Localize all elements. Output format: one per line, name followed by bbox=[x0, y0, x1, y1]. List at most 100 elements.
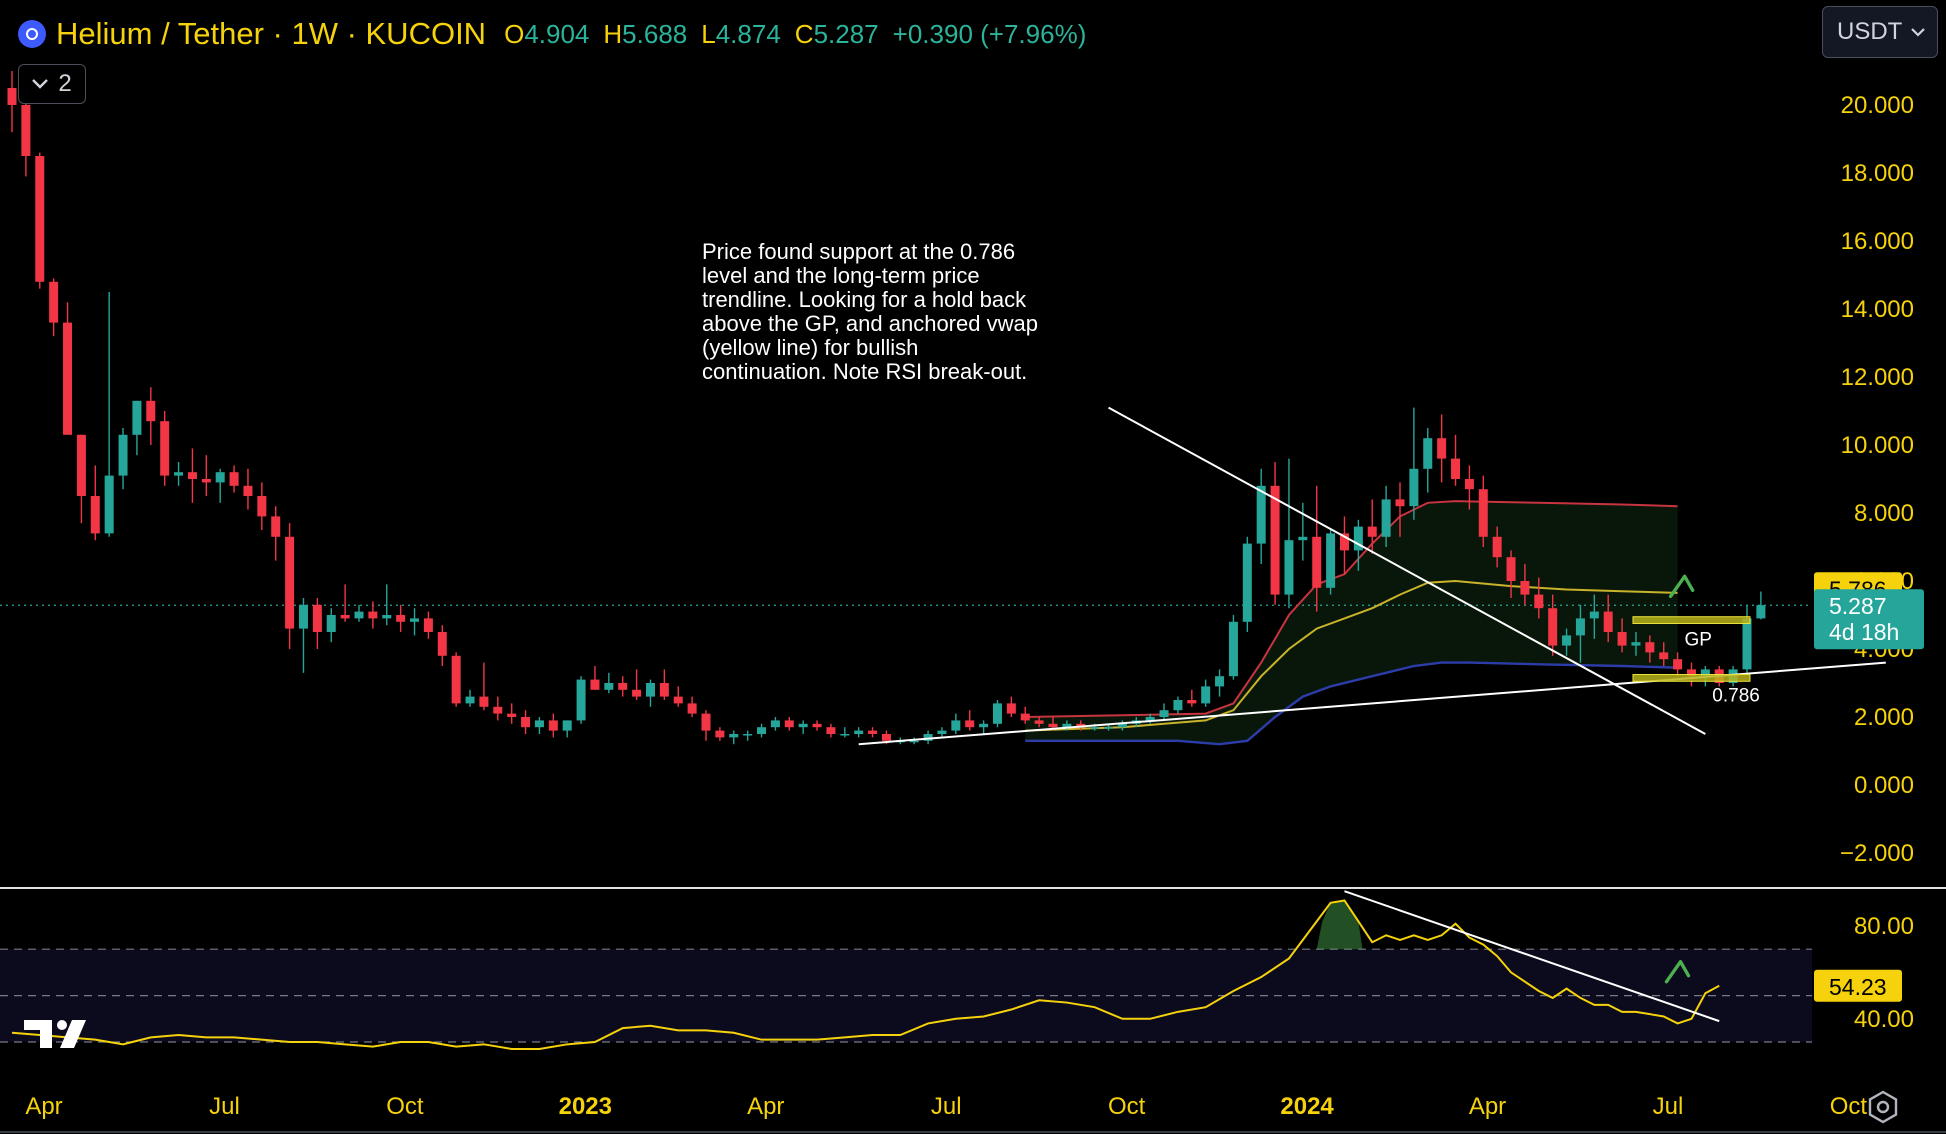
trendline bbox=[1108, 406, 1706, 735]
candle bbox=[1673, 659, 1683, 670]
candle bbox=[1173, 700, 1183, 711]
candle bbox=[618, 683, 628, 690]
candle bbox=[534, 720, 544, 728]
candle bbox=[326, 615, 336, 632]
candle bbox=[35, 156, 45, 282]
lower-band-line bbox=[1025, 661, 1678, 746]
settings-icon[interactable] bbox=[1866, 1090, 1900, 1124]
candle bbox=[1062, 723, 1072, 728]
candle bbox=[1631, 642, 1641, 646]
candle bbox=[992, 703, 1002, 724]
candle bbox=[1117, 723, 1127, 728]
symbol-title[interactable]: Helium / Tether · 1W · KUCOIN bbox=[56, 16, 487, 51]
candle bbox=[396, 615, 406, 622]
price-axis-label: 18.000 bbox=[1841, 160, 1914, 187]
candle bbox=[937, 730, 947, 734]
chevron-down-icon bbox=[32, 79, 49, 89]
candle bbox=[1395, 499, 1405, 507]
candle bbox=[1381, 499, 1391, 537]
candle bbox=[1437, 438, 1447, 459]
candle bbox=[63, 322, 73, 435]
logo-part bbox=[24, 1020, 52, 1048]
low-value: L4.874 bbox=[701, 18, 781, 49]
candle bbox=[687, 703, 697, 714]
candle bbox=[1548, 608, 1558, 646]
candle bbox=[1298, 536, 1308, 541]
time-axis-label: Apr bbox=[1469, 1093, 1506, 1120]
candle bbox=[1312, 536, 1322, 588]
candle bbox=[368, 611, 378, 619]
candle bbox=[757, 727, 767, 734]
candle bbox=[340, 615, 350, 619]
rsi-value-tag bbox=[1814, 969, 1902, 1002]
candle bbox=[1686, 669, 1696, 677]
candle bbox=[187, 472, 197, 479]
chart-header: Helium / Tether · 1W · KUCOIN O4.904 H5.… bbox=[18, 14, 1086, 54]
price-axis-label: 10.000 bbox=[1841, 432, 1914, 459]
candle bbox=[521, 717, 531, 728]
current-price-tag bbox=[1814, 589, 1924, 650]
candle bbox=[354, 611, 364, 619]
candle bbox=[1603, 611, 1613, 632]
candle bbox=[1284, 540, 1294, 595]
current-price-tag-text: 4d 18h bbox=[1829, 619, 1899, 645]
time-axis-label: Oct bbox=[386, 1093, 424, 1120]
candle bbox=[215, 472, 225, 483]
candle bbox=[701, 713, 711, 731]
candle bbox=[174, 472, 184, 476]
close-value: C5.287 bbox=[794, 18, 879, 49]
candle bbox=[1034, 720, 1044, 724]
current-price-tag-text: 5.287 bbox=[1829, 593, 1887, 619]
candle bbox=[1756, 605, 1766, 619]
candle bbox=[21, 105, 31, 156]
currency-select[interactable]: USDT bbox=[1822, 6, 1938, 58]
candle bbox=[1575, 618, 1585, 636]
candle bbox=[1492, 536, 1502, 558]
candle bbox=[979, 723, 989, 728]
candle bbox=[437, 632, 447, 656]
indicators-toggle-button[interactable]: 2 bbox=[18, 64, 86, 104]
rsi-trendline bbox=[1344, 890, 1720, 1023]
candle bbox=[118, 434, 128, 476]
time-axis-label: Apr bbox=[747, 1093, 784, 1120]
candle bbox=[1090, 727, 1100, 729]
candle bbox=[243, 485, 253, 496]
candle bbox=[881, 734, 891, 741]
logo-part bbox=[60, 1020, 86, 1048]
candle bbox=[1520, 581, 1530, 595]
candle bbox=[562, 720, 572, 731]
candle bbox=[798, 723, 808, 728]
candle bbox=[229, 472, 239, 486]
candle bbox=[1256, 485, 1266, 544]
candle bbox=[423, 618, 433, 632]
candle bbox=[479, 696, 489, 707]
indicator-count: 2 bbox=[58, 70, 72, 97]
candle bbox=[1228, 621, 1238, 677]
candle bbox=[1326, 533, 1336, 588]
candle bbox=[1076, 723, 1086, 728]
candle bbox=[548, 720, 558, 731]
candle bbox=[659, 683, 669, 697]
candle bbox=[826, 727, 836, 734]
logo-part bbox=[57, 1020, 67, 1030]
open-value: O4.904 bbox=[504, 18, 590, 49]
rsi-overbought-fill bbox=[1316, 900, 1363, 950]
rsi-value-tag-text: 54.23 bbox=[1829, 974, 1887, 1000]
candle bbox=[285, 536, 295, 629]
candle bbox=[465, 696, 475, 704]
candle bbox=[604, 683, 614, 690]
candle bbox=[1006, 703, 1016, 714]
candle bbox=[673, 696, 683, 704]
candle bbox=[1145, 717, 1155, 721]
candle bbox=[257, 496, 267, 517]
fib-zone bbox=[1632, 616, 1751, 625]
candle bbox=[451, 655, 461, 704]
candle bbox=[1645, 642, 1655, 653]
candle bbox=[493, 706, 503, 714]
rsi-breakout-arrow-icon bbox=[1664, 959, 1691, 984]
time-axis-label: 2023 bbox=[559, 1093, 612, 1120]
time-axis-label: Oct bbox=[1108, 1093, 1146, 1120]
candle bbox=[298, 604, 308, 629]
candle bbox=[1201, 686, 1211, 704]
